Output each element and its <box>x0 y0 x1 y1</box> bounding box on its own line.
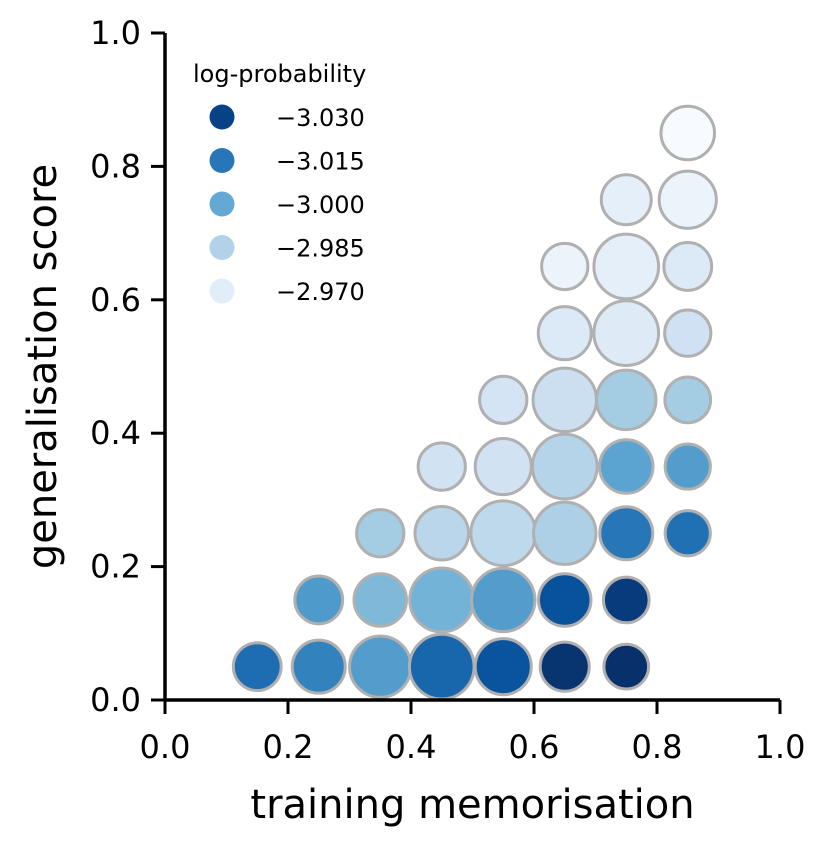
x-tick-label-2: 0.4 <box>386 728 437 766</box>
scatter-point-18 <box>663 509 712 558</box>
y-tick-label-5: 1.0 <box>90 14 141 52</box>
scatter-point-13 <box>355 508 406 559</box>
scatter-point-35 <box>657 169 718 230</box>
scatter-point-10 <box>470 566 537 634</box>
scatter-point-5 <box>538 640 591 693</box>
scatter-point-34 <box>599 173 653 227</box>
legend-label-2: −3.000 <box>276 191 365 219</box>
points-layer <box>231 104 718 701</box>
scatter-point-3 <box>407 632 476 701</box>
scatter-point-26 <box>595 368 658 432</box>
scatter-point-27 <box>663 375 713 425</box>
axes: 0.0 0.2 0.4 0.6 0.8 1.0 0.0 0.2 0.4 0.6 0.8 1.0 trai… <box>20 14 805 828</box>
scatter-point-0 <box>231 641 283 693</box>
legend-label-4: −2.970 <box>276 278 365 306</box>
legend-label-0: −3.030 <box>276 104 365 132</box>
scatter-point-29 <box>592 299 661 367</box>
legend-label-3: −2.985 <box>276 235 365 263</box>
scatter-point-1 <box>290 638 347 695</box>
scatter-point-6 <box>602 642 651 691</box>
scatter-point-17 <box>598 505 655 562</box>
legend-marker-2 <box>209 191 235 217</box>
scatter-point-11 <box>537 572 593 628</box>
x-tick-label-1: 0.2 <box>263 728 314 766</box>
x-tick-label-0: 0.0 <box>140 728 191 766</box>
scatter-point-4 <box>473 637 533 697</box>
scatter-point-19 <box>416 441 467 492</box>
legend-marker-4 <box>209 278 235 304</box>
scatter-point-33 <box>662 241 714 292</box>
x-axis-title: training memorisation <box>250 782 694 828</box>
x-tick-label-4: 0.8 <box>632 728 683 766</box>
y-axis-title: generalisation score <box>20 164 66 569</box>
scatter-point-32 <box>592 232 661 301</box>
legend-marker-3 <box>209 235 235 260</box>
y-tick-label-3: 0.6 <box>90 281 141 319</box>
scatter-point-23 <box>663 442 712 491</box>
scatter-point-15 <box>469 499 538 568</box>
scatter-point-25 <box>531 366 598 434</box>
scatter-point-22 <box>597 438 655 495</box>
legend-marker-0 <box>209 104 235 130</box>
legend-title: log-probability <box>193 60 366 88</box>
scatter-point-8 <box>352 572 408 628</box>
scatter-point-9 <box>408 566 476 634</box>
scatter-point-36 <box>659 104 717 162</box>
y-tick-label-2: 0.4 <box>90 414 141 452</box>
scatter-point-7 <box>293 574 345 626</box>
scatter-point-2 <box>348 634 413 699</box>
y-tick-label-1: 0.2 <box>90 548 141 586</box>
scatter-point-28 <box>536 305 593 362</box>
scatter-point-24 <box>478 374 529 425</box>
scatter-point-20 <box>473 436 533 497</box>
y-tick-label-4: 0.8 <box>90 147 141 185</box>
x-tick-label-5: 1.0 <box>755 728 806 766</box>
scatter-point-30 <box>663 308 713 358</box>
legend-marker-1 <box>209 148 235 173</box>
scatter-point-31 <box>540 241 590 292</box>
x-tick-label-3: 0.6 <box>509 728 560 766</box>
scatter-point-16 <box>532 500 598 566</box>
scatter-point-21 <box>530 432 599 501</box>
scatter-point-12 <box>601 575 651 625</box>
y-tick-label-0: 0.0 <box>90 681 141 719</box>
legend: log-probability −3.030 −3.015 −3.000 −2.985 −… <box>193 60 366 306</box>
scatter-point-14 <box>413 504 471 562</box>
legend-label-1: −3.015 <box>276 148 365 176</box>
